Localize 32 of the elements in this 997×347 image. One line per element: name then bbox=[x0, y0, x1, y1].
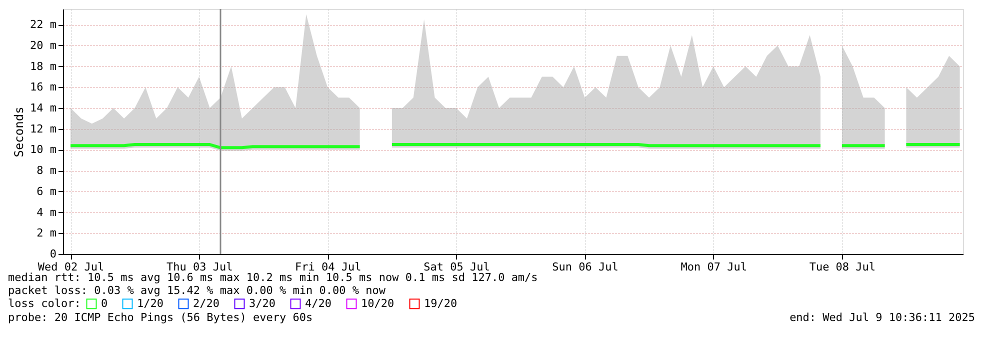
x-tick-label: Sat 05 Jul bbox=[424, 260, 490, 274]
y-tick-label: 4 m bbox=[36, 206, 57, 219]
y-tick-label: 12 m bbox=[30, 122, 57, 136]
y-tick-label: 10 m bbox=[30, 143, 57, 156]
x-tick-label: Sun 06 Jul bbox=[552, 260, 618, 274]
y-tick-label: 16 m bbox=[30, 80, 57, 94]
y-tick-label: 8 m bbox=[36, 164, 57, 178]
x-tick-label: Tue 08 Jul bbox=[809, 260, 876, 274]
x-tick-label: Mon 07 Jul bbox=[680, 260, 747, 274]
x-tick-label: Thu 03 Jul bbox=[166, 260, 233, 274]
x-tick-label: Fri 04 Jul bbox=[295, 260, 362, 274]
legend-label: 3/20 bbox=[249, 296, 276, 310]
text: packet loss: 0.03 % avg 15.42 % max 0.00 % min 0.00 % now bbox=[8, 284, 386, 297]
legend-label: 1/20 bbox=[137, 296, 164, 310]
y-tick-label: 18 m bbox=[30, 60, 57, 73]
y-tick-label: 14 m bbox=[30, 102, 57, 115]
y-tick-label: 6 m bbox=[36, 184, 57, 198]
text: probe: 20 ICMP Echo Pings (56 Bytes) every 60s bbox=[8, 311, 313, 324]
legend-label: 19/20 bbox=[424, 296, 458, 310]
y-tick-label: 22 m bbox=[30, 18, 57, 32]
legend-label: 0 bbox=[101, 296, 108, 310]
text: end: Wed Jul 9 10:36:11 2025 bbox=[790, 311, 975, 324]
y-tick-label: 20 m bbox=[30, 38, 57, 52]
y-tick-label: 2 m bbox=[36, 226, 57, 240]
legend-label: 4/20 bbox=[305, 296, 332, 310]
y-axis-title: Seconds bbox=[12, 106, 26, 158]
legend-title: loss color: bbox=[8, 297, 81, 310]
y-tick-label: 0 bbox=[50, 248, 56, 260]
text: median rtt: 10.5 ms avg 10.6 ms max 10.2 ms min 10.5 ms now 0.1 ms sd 127.0 am/s bbox=[8, 271, 538, 284]
x-tick-label: Wed 02 Jul bbox=[38, 260, 104, 274]
legend-label: 2/20 bbox=[193, 296, 220, 310]
legend-label: 10/20 bbox=[361, 296, 394, 310]
